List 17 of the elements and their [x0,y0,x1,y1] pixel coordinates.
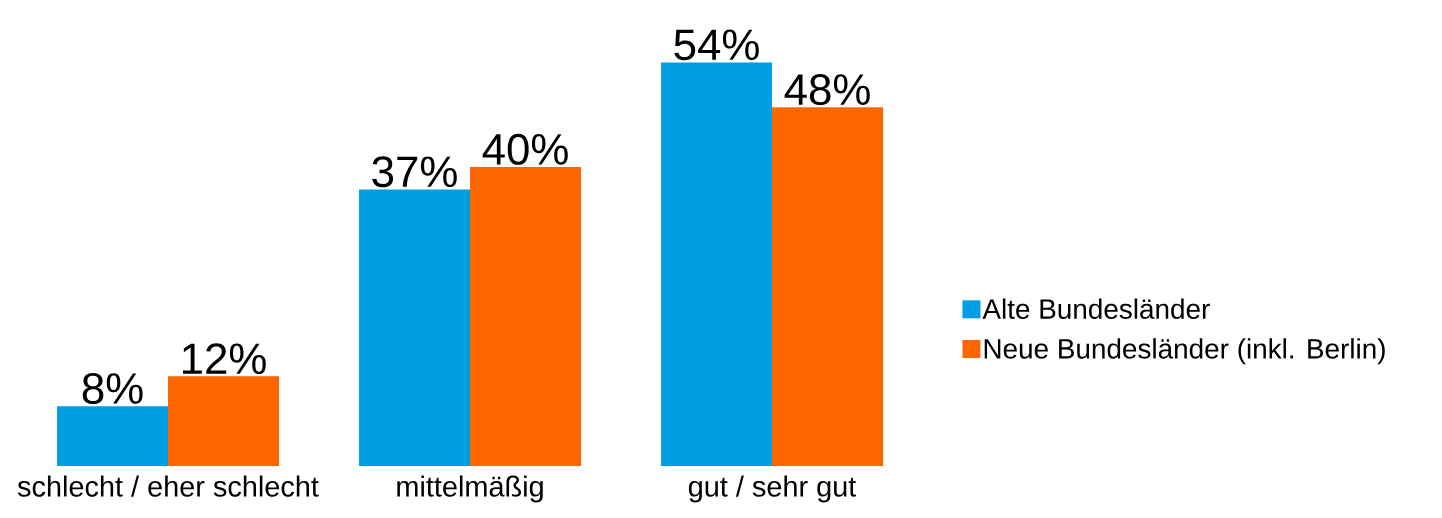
data-label: 40% [482,133,568,165]
x-tick-label: gut / sehr gut [688,475,857,503]
x-tick-label: mittelmäßig [397,475,543,503]
legend-label: Alte Bundesländer [982,298,1210,319]
data-label: 8% [82,372,143,404]
data-label: 37% [372,156,457,188]
bar [661,62,773,466]
bar [359,189,471,466]
bar [168,376,279,466]
bar [470,167,581,466]
legend-label: Neue Bundesländer (inkl. Berlin) [984,338,1385,365]
bar [772,107,883,466]
data-label: 48% [784,74,870,106]
x-tick-label: schlecht / eher schlecht [17,475,319,497]
data-label: 54% [674,29,759,61]
bar [57,406,169,466]
data-label: 12% [182,343,266,375]
